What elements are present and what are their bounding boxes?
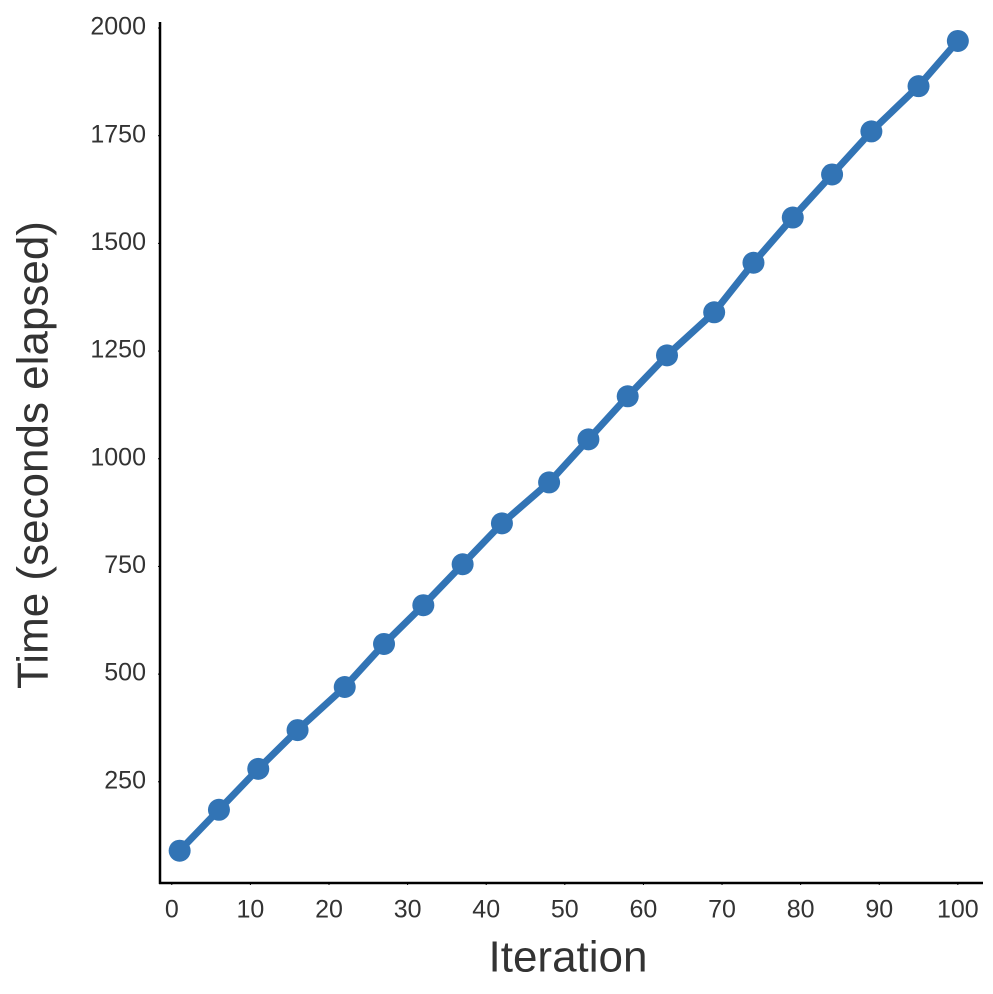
y-axis-label: Time (seconds elapsed) <box>9 221 58 689</box>
point <box>490 512 513 535</box>
y-tick-label: 750 <box>104 551 146 579</box>
point <box>781 206 804 229</box>
point <box>286 719 309 742</box>
x-tick-label: 90 <box>865 896 893 924</box>
y-tick-label: 250 <box>104 766 146 794</box>
point <box>821 163 844 186</box>
x-tick-label: 50 <box>551 896 579 924</box>
x-axis-label: Iteration <box>489 933 648 982</box>
x-tick-label: 10 <box>236 896 264 924</box>
point <box>373 632 396 655</box>
x-tick-label: 30 <box>394 896 422 924</box>
x-tick-label: 100 <box>937 896 979 924</box>
point <box>703 301 726 324</box>
point <box>538 471 561 494</box>
point <box>333 676 356 699</box>
point <box>412 594 435 617</box>
y-tick-label: 1000 <box>90 443 146 471</box>
point <box>577 428 600 451</box>
y-tick-label: 1750 <box>90 120 146 148</box>
point <box>168 839 191 862</box>
point <box>860 120 883 143</box>
point <box>247 757 270 780</box>
x-tick-label: 60 <box>630 896 658 924</box>
point <box>742 251 765 274</box>
point <box>207 798 230 821</box>
point <box>907 75 930 98</box>
y-tick-label: 1250 <box>90 336 146 364</box>
x-tick-label: 80 <box>787 896 815 924</box>
y-tick-label: 500 <box>104 659 146 687</box>
x-tick-label: 20 <box>315 896 343 924</box>
point <box>616 385 639 408</box>
x-tick-label: 40 <box>472 896 500 924</box>
point <box>451 553 474 576</box>
point <box>946 29 969 52</box>
x-tick-label: 70 <box>708 896 736 924</box>
y-tick-label: 1500 <box>90 228 146 256</box>
point <box>656 344 679 367</box>
y-tick-label: 2000 <box>90 13 146 41</box>
x-tick-label: 0 <box>165 896 179 924</box>
